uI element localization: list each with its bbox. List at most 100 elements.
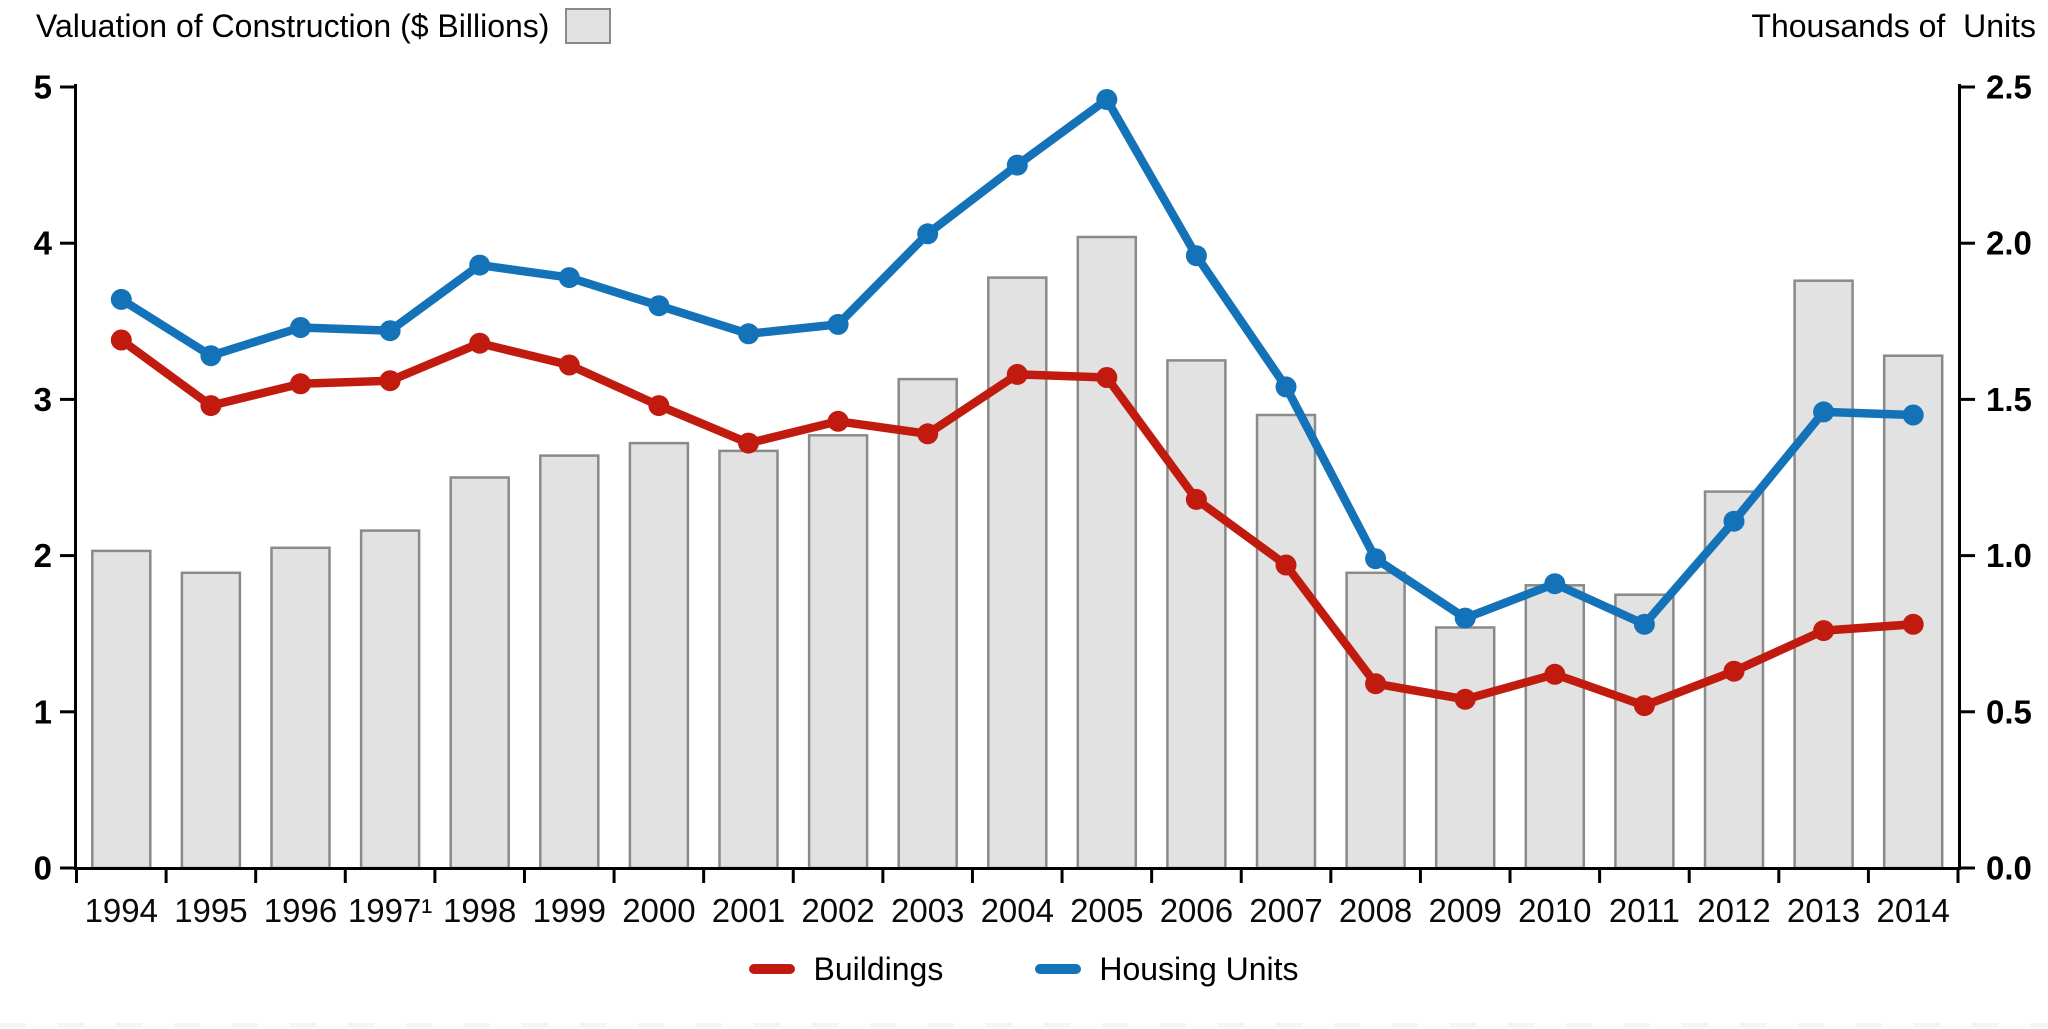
- bar-1994: [91, 549, 152, 870]
- point-buildings-2000: [648, 395, 670, 417]
- point-buildings-2013: [1813, 620, 1835, 642]
- bar-1996: [270, 546, 331, 870]
- point-housing-units-1997¹: [379, 320, 401, 342]
- right-tick-label-1.0: 1.0: [1986, 537, 2032, 574]
- x-label-2007: 2007: [1249, 892, 1322, 929]
- x-label-2003: 2003: [891, 892, 964, 929]
- point-buildings-2010: [1544, 663, 1566, 685]
- point-buildings-2002: [827, 410, 849, 432]
- bar-2013: [1793, 279, 1854, 870]
- point-housing-units-2006: [1185, 245, 1207, 267]
- x-label-2013: 2013: [1787, 892, 1860, 929]
- bar-2008: [1345, 571, 1406, 870]
- point-housing-units-2010: [1544, 573, 1566, 595]
- point-housing-units-1995: [200, 345, 222, 367]
- point-housing-units-2009: [1454, 607, 1476, 629]
- x-label-1995: 1995: [174, 892, 247, 929]
- left-tick-label-2: 2: [34, 537, 52, 574]
- point-buildings-1998: [469, 332, 491, 354]
- point-housing-units-2000: [648, 295, 670, 317]
- point-buildings-1996: [290, 373, 311, 395]
- point-housing-units-2003: [917, 223, 939, 245]
- point-housing-units-2002: [827, 313, 849, 335]
- bar-1995: [180, 571, 242, 870]
- point-buildings-2001: [738, 432, 759, 454]
- left-tick-label-0: 0: [34, 850, 52, 887]
- bar-2011: [1614, 593, 1675, 870]
- point-buildings-2008: [1365, 673, 1387, 695]
- point-housing-units-2008: [1365, 548, 1387, 570]
- buildings-legend-label: Buildings: [813, 950, 944, 987]
- x-label-2012: 2012: [1697, 892, 1770, 929]
- bar-2014: [1882, 354, 1944, 870]
- point-housing-units-2005: [1096, 89, 1118, 110]
- x-label-1999: 1999: [533, 892, 606, 929]
- bar-1999: [539, 454, 600, 870]
- x-label-2000: 2000: [622, 892, 695, 929]
- point-housing-units-2001: [738, 323, 759, 345]
- x-label-1996: 1996: [264, 892, 337, 929]
- housing-units-line-swatch: [1035, 964, 1082, 974]
- x-label-1997¹: 1997¹: [348, 892, 432, 929]
- x-label-2008: 2008: [1339, 892, 1412, 929]
- left-axis-title-row: Valuation of Construction ($ Billions): [36, 4, 612, 48]
- point-housing-units-2012: [1723, 510, 1745, 532]
- right-tick-label-0.5: 0.5: [1986, 693, 2032, 730]
- bar-1997¹: [359, 529, 421, 870]
- right-tick-label-1.5: 1.5: [1986, 381, 2032, 418]
- housing-units-legend-label: Housing Units: [1099, 950, 1299, 987]
- x-label-2004: 2004: [981, 892, 1054, 929]
- point-housing-units-2007: [1275, 376, 1297, 398]
- point-housing-units-2011: [1633, 613, 1655, 635]
- buildings-line-swatch: [749, 964, 796, 974]
- x-label-2011: 2011: [1609, 892, 1680, 929]
- legend-item-housing-units: Housing Units: [1035, 950, 1299, 988]
- bar-1998: [449, 476, 510, 870]
- left-tick-label-1: 1: [34, 693, 52, 730]
- x-label-1998: 1998: [443, 892, 516, 929]
- left-tick-label-3: 3: [34, 381, 52, 418]
- bar-2003: [897, 377, 958, 870]
- point-buildings-2003: [917, 423, 939, 445]
- point-buildings-2012: [1723, 660, 1745, 682]
- point-buildings-2007: [1275, 554, 1297, 576]
- bar-2006: [1166, 359, 1227, 870]
- bar-2009: [1434, 626, 1496, 870]
- x-label-2010: 2010: [1518, 892, 1591, 929]
- point-buildings-1999: [558, 354, 580, 376]
- point-housing-units-2004: [1006, 154, 1028, 176]
- bar-2002: [807, 434, 869, 870]
- point-buildings-2006: [1185, 488, 1207, 510]
- point-housing-units-2014: [1902, 404, 1924, 426]
- right-tick-label-2.5: 2.5: [1986, 69, 2032, 106]
- left-axis-title: Valuation of Construction ($ Billions): [36, 8, 550, 44]
- legend-item-buildings: Buildings: [749, 951, 943, 988]
- point-buildings-2011: [1633, 695, 1655, 717]
- bar-2005: [1076, 235, 1138, 870]
- bar-2010: [1524, 584, 1586, 870]
- left-tick-label-5: 5: [34, 69, 52, 106]
- bar-legend-swatch: [565, 8, 612, 44]
- point-housing-units-1999: [558, 267, 580, 289]
- x-label-2014: 2014: [1876, 892, 1949, 929]
- point-buildings-2014: [1902, 613, 1924, 635]
- bar-2007: [1255, 413, 1317, 870]
- point-buildings-2004: [1006, 363, 1028, 385]
- x-label-2001: 2001: [712, 892, 785, 929]
- point-buildings-1995: [200, 395, 222, 417]
- point-buildings-1994: [110, 329, 132, 351]
- point-buildings-1997¹: [379, 370, 401, 392]
- x-label-1994: 1994: [85, 892, 158, 929]
- right-tick-label-0.0: 0.0: [1986, 850, 2032, 887]
- right-axis-title: Thousands of Units: [1751, 8, 2036, 44]
- point-housing-units-1994: [110, 288, 132, 310]
- bar-2000: [628, 441, 690, 870]
- point-buildings-2005: [1096, 367, 1118, 388]
- bar-2001: [718, 449, 779, 870]
- x-label-2009: 2009: [1428, 892, 1501, 929]
- right-tick-label-2.0: 2.0: [1986, 225, 2032, 262]
- chart-legend: Buildings Housing Units: [0, 946, 2048, 992]
- point-buildings-2009: [1454, 688, 1476, 710]
- left-tick-label-4: 4: [34, 225, 53, 262]
